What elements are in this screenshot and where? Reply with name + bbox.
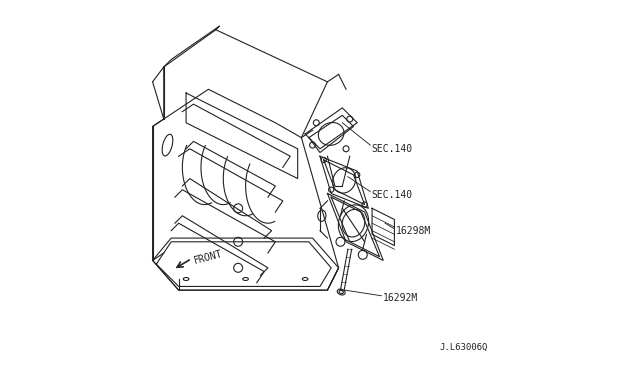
Text: J.L63006Q: J.L63006Q — [439, 343, 488, 352]
Text: 16292M: 16292M — [383, 294, 418, 303]
Text: SEC.140: SEC.140 — [371, 190, 412, 200]
Text: FRONT: FRONT — [193, 249, 224, 266]
Text: SEC.140: SEC.140 — [371, 144, 412, 154]
Text: 16298M: 16298M — [396, 226, 431, 235]
